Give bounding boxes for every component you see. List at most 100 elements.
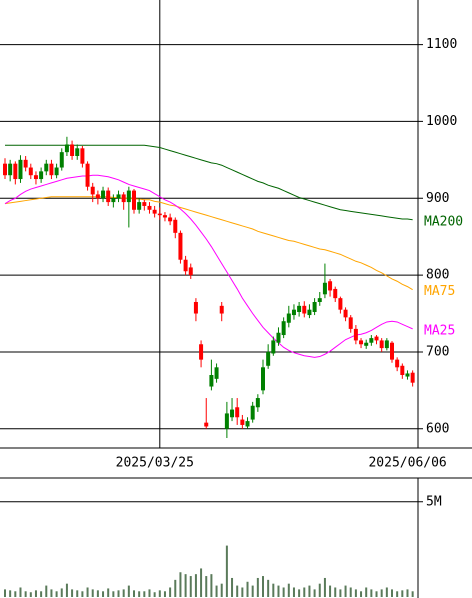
candle-body [59,152,64,168]
volume-bar [262,576,264,597]
candle-body [281,321,286,336]
candle-body [183,259,188,272]
candle-body [116,194,121,199]
candle-body [390,342,394,360]
candle-body [178,232,183,260]
candle-body [291,309,296,316]
volume-bar [163,591,166,597]
candle-body [101,190,106,199]
volume-bar [45,585,48,597]
volume-bar [236,585,239,597]
volume-bar [256,577,259,597]
volume-bar [375,591,378,597]
legend-label: MA75 [424,284,455,299]
volume-bar [329,585,332,597]
volume-bar [401,590,404,597]
volume-bar [153,592,156,597]
volume-bar [194,574,197,597]
volume-bar [313,589,316,597]
volume-bar [267,579,270,597]
candle-body [255,398,260,408]
candle-body [302,305,307,314]
candle-body [3,163,7,176]
candle-body [250,405,255,420]
volume-bar [127,585,130,597]
volume-bar [4,589,6,597]
candle-body [276,332,281,343]
candle-body [235,407,240,418]
candle-body [142,202,147,206]
candle-body [317,298,322,302]
ma-line [5,144,413,221]
candle-body [126,190,131,203]
volume-bar [174,579,177,597]
volume-bar [308,585,311,597]
candle-body [410,372,415,383]
candle-body [353,328,358,341]
volume-bar [19,587,22,597]
candle-body [18,159,23,180]
volume-bar [318,583,321,597]
volume-bar [169,587,172,597]
volume-bar [60,588,63,597]
candle-body [90,186,95,195]
volume-bar [292,587,295,597]
candle-body [152,209,157,214]
y-tick-label: 700 [426,344,449,359]
volume-tick-label: 5M [426,494,442,509]
legend-label: MA25 [424,323,455,338]
volume-bar [365,587,368,597]
volume-bar [55,591,58,597]
candle-body [132,190,136,210]
volume-bar [210,574,213,597]
candle-body [333,288,338,299]
candle-body [286,313,291,323]
volume-bar [287,583,290,597]
volume-bar [354,589,357,597]
candle-body [379,340,384,349]
candle-body [188,267,193,276]
candle-body [374,336,379,341]
volume-bar [91,589,94,597]
volume-bar [344,585,347,597]
volume-bar [272,583,275,597]
candle-body [240,419,245,425]
candle-body [85,163,90,187]
candle-body [214,367,219,379]
candle-body [307,309,312,316]
legend-label: MA200 [424,214,463,229]
volume-bar [360,591,363,597]
volume-bar [29,592,32,597]
candle-body [137,202,142,210]
candle-body [395,359,400,368]
candle-body [33,175,38,180]
volume-bar [50,589,53,597]
volume-bar [225,545,228,597]
candle-body [219,305,224,314]
volume-bar [349,587,352,597]
y-tick-label: 900 [426,191,449,206]
volume-bar [200,568,203,597]
volume-bar [251,585,254,597]
candle-body [44,163,49,172]
volume-bar [323,577,326,597]
volume-bar [406,589,409,597]
candle-body [343,309,348,318]
y-tick-label: 600 [426,421,449,436]
x-tick-label: 2025/06/06 [368,456,446,471]
volume-bar [148,589,151,597]
candle-body [168,217,173,222]
y-tick-label: 1100 [426,37,457,52]
volume-bar [102,591,105,597]
candle-body [271,340,276,354]
candle-body [95,194,100,199]
candle-body [111,198,116,203]
candle-body [405,373,410,377]
candle-body [70,144,75,156]
x-tick-label: 2025/03/25 [116,456,194,471]
volume-bar [282,587,285,597]
volume-bar [334,587,337,597]
candle-body [400,365,405,375]
candle-body [162,215,167,218]
volume-bar [411,591,414,597]
